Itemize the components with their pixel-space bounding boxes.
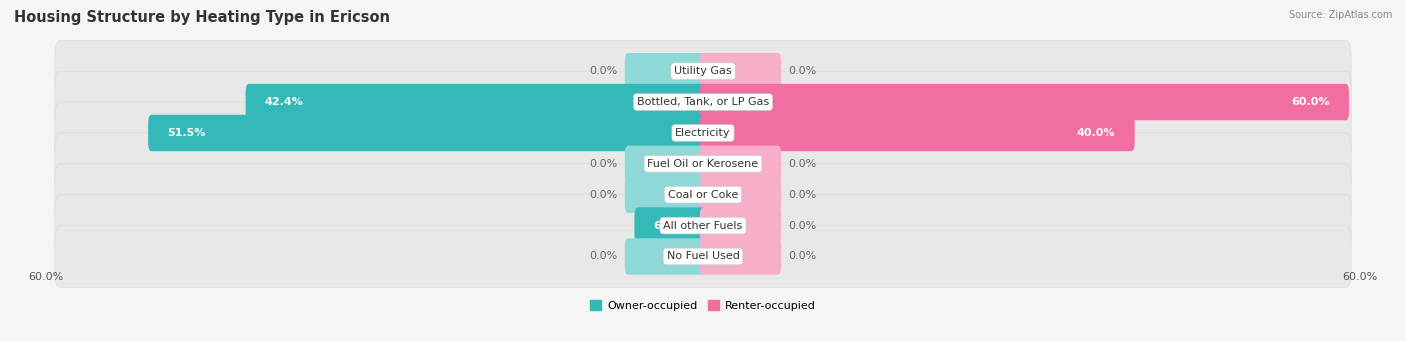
Text: 0.0%: 0.0% <box>789 190 817 200</box>
FancyBboxPatch shape <box>55 71 1351 133</box>
FancyBboxPatch shape <box>624 177 706 213</box>
FancyBboxPatch shape <box>634 207 706 244</box>
Text: Bottled, Tank, or LP Gas: Bottled, Tank, or LP Gas <box>637 97 769 107</box>
FancyBboxPatch shape <box>700 238 782 275</box>
FancyBboxPatch shape <box>700 146 782 182</box>
FancyBboxPatch shape <box>700 177 782 213</box>
FancyBboxPatch shape <box>246 84 706 120</box>
FancyBboxPatch shape <box>700 207 782 244</box>
Text: Coal or Coke: Coal or Coke <box>668 190 738 200</box>
Text: 0.0%: 0.0% <box>789 66 817 76</box>
Text: Electricity: Electricity <box>675 128 731 138</box>
Text: 6.1%: 6.1% <box>654 221 685 231</box>
FancyBboxPatch shape <box>55 226 1351 287</box>
FancyBboxPatch shape <box>55 164 1351 226</box>
Text: 60.0%: 60.0% <box>1343 272 1378 282</box>
Text: Source: ZipAtlas.com: Source: ZipAtlas.com <box>1288 10 1392 20</box>
FancyBboxPatch shape <box>148 115 706 151</box>
Text: 60.0%: 60.0% <box>1291 97 1330 107</box>
Text: 0.0%: 0.0% <box>589 190 617 200</box>
Text: 0.0%: 0.0% <box>789 251 817 262</box>
Text: Fuel Oil or Kerosene: Fuel Oil or Kerosene <box>647 159 759 169</box>
Legend: Owner-occupied, Renter-occupied: Owner-occupied, Renter-occupied <box>586 296 820 315</box>
Text: 42.4%: 42.4% <box>264 97 304 107</box>
FancyBboxPatch shape <box>700 53 782 89</box>
Text: 51.5%: 51.5% <box>167 128 205 138</box>
Text: All other Fuels: All other Fuels <box>664 221 742 231</box>
FancyBboxPatch shape <box>55 133 1351 195</box>
FancyBboxPatch shape <box>624 53 706 89</box>
Text: Utility Gas: Utility Gas <box>675 66 731 76</box>
Text: 40.0%: 40.0% <box>1077 128 1115 138</box>
Text: Housing Structure by Heating Type in Ericson: Housing Structure by Heating Type in Eri… <box>14 10 389 25</box>
Text: 0.0%: 0.0% <box>589 66 617 76</box>
Text: No Fuel Used: No Fuel Used <box>666 251 740 262</box>
Text: 0.0%: 0.0% <box>589 251 617 262</box>
FancyBboxPatch shape <box>55 40 1351 102</box>
FancyBboxPatch shape <box>700 84 1348 120</box>
FancyBboxPatch shape <box>700 115 1135 151</box>
Text: 60.0%: 60.0% <box>28 272 63 282</box>
FancyBboxPatch shape <box>55 195 1351 256</box>
FancyBboxPatch shape <box>624 146 706 182</box>
Text: 0.0%: 0.0% <box>789 221 817 231</box>
FancyBboxPatch shape <box>624 238 706 275</box>
Text: 0.0%: 0.0% <box>589 159 617 169</box>
Text: 0.0%: 0.0% <box>789 159 817 169</box>
FancyBboxPatch shape <box>55 102 1351 164</box>
